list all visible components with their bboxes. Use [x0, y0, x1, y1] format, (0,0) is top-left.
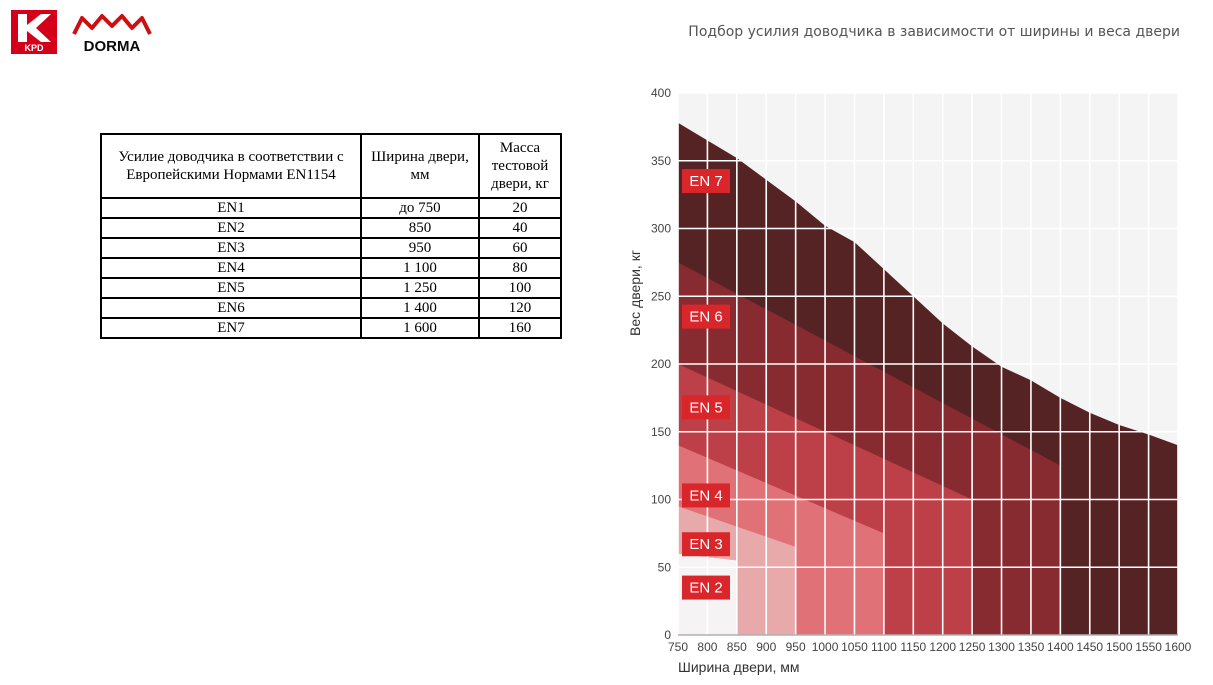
- chart-y-axis-label: Вес двери, кг: [627, 250, 643, 336]
- x-tick-label: 900: [756, 640, 776, 654]
- y-tick-label: 250: [651, 289, 671, 303]
- y-tick-label: 400: [651, 86, 671, 100]
- label-badge: [682, 304, 730, 329]
- kpd-logo-text: KPD: [24, 43, 44, 53]
- x-tick-label: 950: [786, 640, 806, 654]
- table-cell-mass: 100: [478, 277, 562, 299]
- table-row: EN5 1 250 100: [100, 277, 562, 299]
- x-tick-label: 1000: [812, 640, 839, 654]
- label-badge: [682, 395, 730, 420]
- label-en-6: EN 6: [682, 304, 730, 329]
- label-badge: [682, 532, 730, 557]
- x-tick-label: 1150: [900, 640, 926, 654]
- x-tick-label: 850: [727, 640, 747, 654]
- label-en-5: EN 5: [682, 395, 730, 420]
- table-cell-width: до 750: [360, 197, 480, 219]
- table-cell-mass: 160: [478, 317, 562, 339]
- y-tick-label: 150: [651, 425, 671, 439]
- table-header-mass: Масса тестовой двери, кг: [478, 133, 562, 199]
- table-cell-width: 950: [360, 237, 480, 259]
- table-row: EN2 850 40: [100, 217, 562, 239]
- chart-class-labels: EN 7 EN 6 EN 5 EN 4 EN 3 EN 2: [682, 169, 730, 600]
- label-badge: [682, 169, 730, 194]
- y-tick-label: 50: [658, 560, 672, 574]
- table-row: EN1 до 750 20: [100, 197, 562, 219]
- en1154-table: Усилие доводчика в соответствии с Европе…: [100, 133, 562, 339]
- x-tick-label: 1050: [841, 640, 868, 654]
- table-header-width: Ширина двери, мм: [360, 133, 480, 199]
- chart-title: Подбор усилия доводчика в зависимости от…: [688, 24, 1180, 40]
- table-cell-mass: 40: [478, 217, 562, 239]
- table-cell-width: 1 400: [360, 297, 480, 319]
- x-tick-label: 1300: [988, 640, 1015, 654]
- chart-x-axis-label: Ширина двери, мм: [678, 659, 800, 675]
- label-text: EN 2: [689, 580, 722, 597]
- door-closer-chart: EN 7 EN 6 EN 5 EN 4 EN 3 EN 2 0 50 100 150 200 250…: [627, 86, 1192, 675]
- label-en-3: EN 3: [682, 532, 730, 557]
- table-cell-class: EN2: [100, 217, 362, 239]
- x-tick-label: 800: [697, 640, 717, 654]
- table-cell-mass: 60: [478, 237, 562, 259]
- kpd-logo: KPD: [11, 10, 57, 54]
- label-text: EN 7: [689, 173, 722, 190]
- table-cell-width: 850: [360, 217, 480, 239]
- dorma-logo-text: DORMA: [84, 38, 141, 54]
- table-row: EN6 1 400 120: [100, 297, 562, 319]
- x-tick-label: 1400: [1047, 640, 1074, 654]
- x-tick-label: 1600: [1165, 640, 1192, 654]
- x-tick-label: 1500: [1106, 640, 1133, 654]
- table-cell-class: EN5: [100, 277, 362, 299]
- y-tick-label: 300: [651, 222, 671, 236]
- y-tick-label: 100: [651, 493, 671, 507]
- label-badge: [682, 575, 730, 600]
- table-row: EN4 1 100 80: [100, 257, 562, 279]
- table-cell-class: EN1: [100, 197, 362, 219]
- table-cell-class: EN7: [100, 317, 362, 339]
- label-text: EN 5: [689, 399, 722, 416]
- kpd-logo-mark: [18, 14, 51, 42]
- label-en-7: EN 7: [682, 169, 730, 194]
- x-tick-label: 1450: [1076, 640, 1103, 654]
- table-cell-mass: 120: [478, 297, 562, 319]
- table-header-force: Усилие доводчика в соответствии с Европе…: [100, 133, 362, 199]
- table-cell-class: EN3: [100, 237, 362, 259]
- label-text: EN 4: [689, 487, 722, 504]
- chart-ticks: 0 50 100 150 200 250 300 350 400 750 800 850 900 950 1…: [651, 86, 1192, 654]
- table-cell-width: 1 600: [360, 317, 480, 339]
- dorma-crown-icon: [72, 14, 152, 35]
- y-tick-label: 200: [651, 357, 671, 371]
- table-cell-mass: 80: [478, 257, 562, 279]
- dorma-logo: DORMA: [72, 14, 152, 54]
- table-row: EN3 950 60: [100, 237, 562, 259]
- table-cell-class: EN4: [100, 257, 362, 279]
- x-tick-label: 1250: [959, 640, 986, 654]
- x-tick-label: 750: [668, 640, 688, 654]
- table-cell-class: EN6: [100, 297, 362, 319]
- table-header-row: Усилие доводчика в соответствии с Европе…: [100, 133, 562, 199]
- x-tick-label: 1350: [1018, 640, 1045, 654]
- label-en-2: EN 2: [682, 575, 730, 600]
- label-badge: [682, 483, 730, 508]
- table-cell-width: 1 250: [360, 277, 480, 299]
- label-text: EN 6: [689, 309, 722, 326]
- label-en-4: EN 4: [682, 483, 730, 508]
- x-tick-label: 1550: [1135, 640, 1162, 654]
- x-tick-label: 1100: [871, 640, 897, 654]
- label-text: EN 3: [689, 536, 722, 553]
- y-tick-label: 350: [651, 154, 671, 168]
- y-tick-label: 0: [664, 628, 671, 642]
- table-cell-mass: 20: [478, 197, 562, 219]
- table-cell-width: 1 100: [360, 257, 480, 279]
- x-tick-label: 1200: [929, 640, 956, 654]
- table-row: EN7 1 600 160: [100, 317, 562, 339]
